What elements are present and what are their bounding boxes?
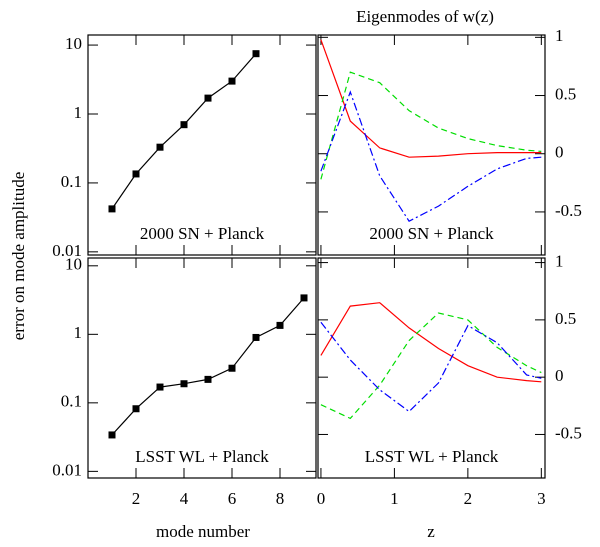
series-line [320,321,542,413]
x-tick-label: 2 [132,489,141,508]
panel-frame [87,34,317,256]
y-tick-label: 1 [555,251,564,270]
point-marker [228,364,236,372]
point-marker [204,375,212,383]
point-marker [252,333,260,341]
plot-area [320,302,542,420]
point-marker [180,380,188,388]
plot-area [108,294,308,439]
y-tick-label: 0.5 [555,84,576,103]
series-line [320,302,542,383]
x-tick-label: 0 [317,489,326,508]
y-tick-label: 1 [555,26,564,45]
panel-frame [87,257,317,479]
point-marker [228,77,236,85]
x-tick-label: 2 [464,489,473,508]
point-marker [252,50,260,58]
y-tick-label: 0.5 [555,309,576,328]
panel-frame [317,257,546,479]
x-tick-label: 6 [228,489,237,508]
point-marker [156,143,164,151]
series-line [320,312,542,420]
panel-label: LSST WL + Planck [135,447,269,466]
point-marker [132,405,140,413]
point-marker [276,321,284,329]
series-line [320,39,542,158]
x-tick-label: 3 [537,489,546,508]
x-axis-label: z [427,522,435,541]
y-tick-label: 0.01 [52,241,82,260]
point-marker [108,431,116,439]
point-marker [300,294,308,302]
x-tick-label: 8 [276,489,285,508]
y-tick-label: 10 [65,255,82,274]
series-line [111,297,305,436]
panel-label: LSST WL + Planck [365,447,499,466]
x-tick-label: 1 [390,489,399,508]
y-axis-label: error on mode amplitude [9,172,28,341]
panel-frame [317,34,546,256]
point-marker [156,383,164,391]
y-tick-label: 0.1 [61,172,82,191]
panel-label: 2000 SN + Planck [140,224,265,243]
y-tick-label: -0.5 [555,423,582,442]
x-tick-label: 4 [180,489,189,508]
series-line [111,53,257,210]
chart-title: Eigenmodes of w(z) [356,7,494,26]
y-tick-label: 0 [555,366,564,385]
y-tick-label: 1 [74,323,83,342]
plot-area [320,39,542,222]
series-line [320,90,542,222]
y-tick-label: 0 [555,143,564,162]
point-marker [204,94,212,102]
panel-label: 2000 SN + Planck [369,224,494,243]
point-marker [132,170,140,178]
x-axis-label: mode number [156,522,250,541]
y-tick-label: 0.1 [61,392,82,411]
point-marker [108,205,116,213]
y-tick-label: -0.5 [555,201,582,220]
point-marker [180,121,188,129]
series-line [320,71,542,180]
y-tick-label: 1 [74,103,83,122]
y-tick-label: 0.01 [52,460,82,479]
y-tick-label: 10 [65,34,82,53]
plot-area [108,50,260,213]
